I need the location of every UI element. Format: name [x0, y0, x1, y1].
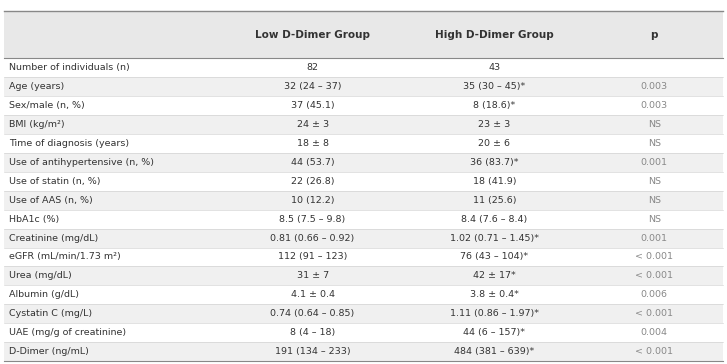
Text: 1.11 (0.86 – 1.97)*: 1.11 (0.86 – 1.97)* — [450, 309, 539, 318]
Text: 22 (26.8): 22 (26.8) — [291, 177, 334, 186]
Text: 0.004: 0.004 — [640, 328, 668, 337]
Text: 0.81 (0.66 – 0.92): 0.81 (0.66 – 0.92) — [270, 234, 355, 242]
Text: 37 (45.1): 37 (45.1) — [291, 101, 334, 110]
Text: High D-Dimer Group: High D-Dimer Group — [435, 29, 554, 40]
Bar — [4, 77, 723, 96]
Bar — [4, 172, 723, 191]
Text: 32 (24 – 37): 32 (24 – 37) — [284, 82, 342, 91]
Text: 191 (134 – 233): 191 (134 – 233) — [275, 347, 350, 356]
Text: Time of diagnosis (years): Time of diagnosis (years) — [9, 139, 129, 148]
Text: Age (years): Age (years) — [9, 82, 64, 91]
Text: 23 ± 3: 23 ± 3 — [478, 120, 510, 129]
Text: 0.001: 0.001 — [640, 234, 668, 242]
Text: 11 (25.6): 11 (25.6) — [473, 196, 516, 205]
Bar — [4, 342, 723, 361]
Text: 82: 82 — [307, 63, 318, 72]
Text: eGFR (mL/min/1.73 m²): eGFR (mL/min/1.73 m²) — [9, 253, 121, 261]
Text: 0.001: 0.001 — [640, 158, 668, 167]
Bar — [4, 58, 723, 77]
Text: 43: 43 — [489, 63, 500, 72]
Text: NS: NS — [648, 177, 661, 186]
Bar — [4, 210, 723, 229]
Text: UAE (mg/g of creatinine): UAE (mg/g of creatinine) — [9, 328, 126, 337]
Text: D-Dimer (ng/mL): D-Dimer (ng/mL) — [9, 347, 89, 356]
Text: Use of antihypertensive (n, %): Use of antihypertensive (n, %) — [9, 158, 153, 167]
Text: 35 (30 – 45)*: 35 (30 – 45)* — [463, 82, 526, 91]
Text: 112 (91 – 123): 112 (91 – 123) — [278, 253, 348, 261]
Text: 42 ± 17*: 42 ± 17* — [473, 272, 515, 280]
Text: 1.02 (0.71 – 1.45)*: 1.02 (0.71 – 1.45)* — [450, 234, 539, 242]
Text: NS: NS — [648, 196, 661, 205]
Text: Use of AAS (n, %): Use of AAS (n, %) — [9, 196, 92, 205]
Text: 24 ± 3: 24 ± 3 — [297, 120, 329, 129]
Text: 0.006: 0.006 — [640, 290, 668, 299]
Text: 20 ± 6: 20 ± 6 — [478, 139, 510, 148]
Text: 0.74 (0.64 – 0.85): 0.74 (0.64 – 0.85) — [270, 309, 355, 318]
Text: 18 (41.9): 18 (41.9) — [473, 177, 516, 186]
Text: NS: NS — [648, 139, 661, 148]
Text: HbA1c (%): HbA1c (%) — [9, 215, 59, 223]
Bar — [4, 229, 723, 248]
Text: Cystatin C (mg/L): Cystatin C (mg/L) — [9, 309, 92, 318]
Bar — [4, 323, 723, 342]
Text: 8 (4 – 18): 8 (4 – 18) — [290, 328, 335, 337]
Bar — [4, 153, 723, 172]
Text: 484 (381 – 639)*: 484 (381 – 639)* — [454, 347, 534, 356]
Text: 36 (83.7)*: 36 (83.7)* — [470, 158, 518, 167]
Text: 0.003: 0.003 — [640, 101, 668, 110]
Bar — [4, 96, 723, 115]
Text: 4.1 ± 0.4: 4.1 ± 0.4 — [291, 290, 334, 299]
Text: 76 (43 – 104)*: 76 (43 – 104)* — [460, 253, 529, 261]
Text: < 0.001: < 0.001 — [635, 309, 673, 318]
Text: 3.8 ± 0.4*: 3.8 ± 0.4* — [470, 290, 519, 299]
Text: Sex/male (n, %): Sex/male (n, %) — [9, 101, 84, 110]
Text: < 0.001: < 0.001 — [635, 347, 673, 356]
Text: Low D-Dimer Group: Low D-Dimer Group — [255, 29, 370, 40]
Text: Number of individuals (n): Number of individuals (n) — [9, 63, 129, 72]
Text: 18 ± 8: 18 ± 8 — [297, 139, 329, 148]
Bar — [4, 285, 723, 304]
Text: Urea (mg/dL): Urea (mg/dL) — [9, 272, 71, 280]
Text: < 0.001: < 0.001 — [635, 253, 673, 261]
Text: 8.5 (7.5 – 9.8): 8.5 (7.5 – 9.8) — [279, 215, 346, 223]
Text: 31 ± 7: 31 ± 7 — [297, 272, 329, 280]
Text: 10 (12.2): 10 (12.2) — [291, 196, 334, 205]
Text: 0.003: 0.003 — [640, 82, 668, 91]
Text: Creatinine (mg/dL): Creatinine (mg/dL) — [9, 234, 98, 242]
Bar — [4, 248, 723, 266]
Bar — [4, 11, 723, 58]
Bar — [4, 191, 723, 210]
Text: 44 (53.7): 44 (53.7) — [291, 158, 334, 167]
Text: 44 (6 – 157)*: 44 (6 – 157)* — [463, 328, 526, 337]
Bar — [4, 266, 723, 285]
Text: BMI (kg/m²): BMI (kg/m²) — [9, 120, 65, 129]
Text: < 0.001: < 0.001 — [635, 272, 673, 280]
Text: p: p — [651, 29, 658, 40]
Text: 8.4 (7.6 – 8.4): 8.4 (7.6 – 8.4) — [461, 215, 528, 223]
Bar — [4, 115, 723, 134]
Text: NS: NS — [648, 215, 661, 223]
Bar — [4, 304, 723, 323]
Bar — [4, 134, 723, 153]
Text: NS: NS — [648, 120, 661, 129]
Text: Use of statin (n, %): Use of statin (n, %) — [9, 177, 100, 186]
Text: Albumin (g/dL): Albumin (g/dL) — [9, 290, 79, 299]
Text: 8 (18.6)*: 8 (18.6)* — [473, 101, 515, 110]
